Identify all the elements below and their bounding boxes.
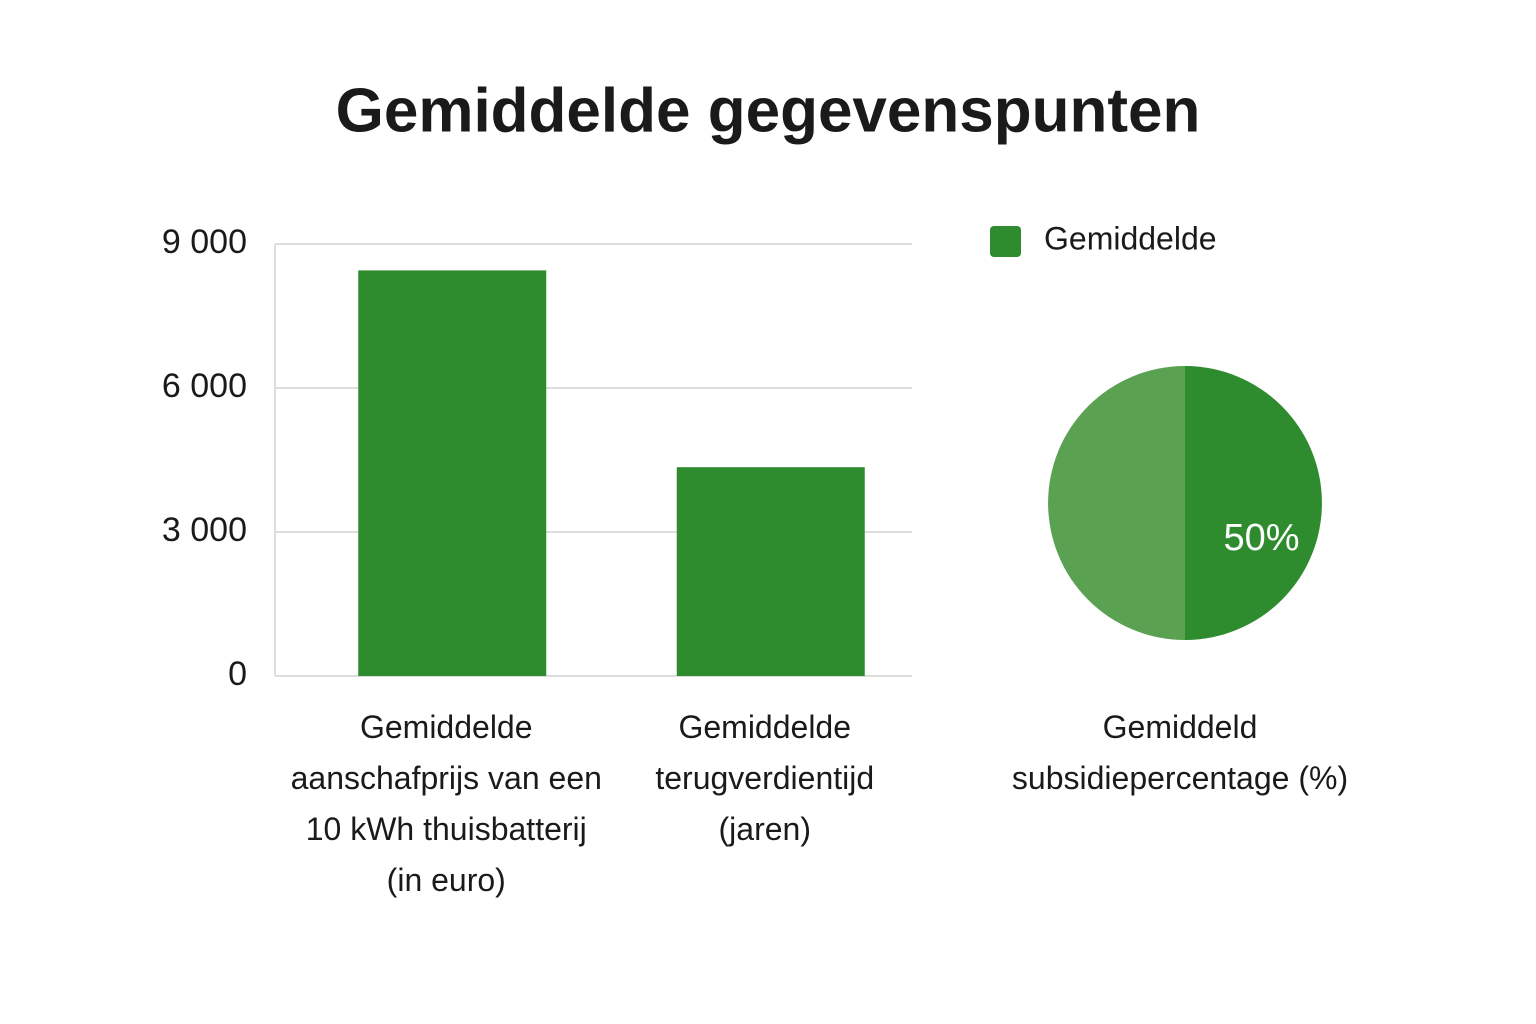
x-tick-label: Gemiddelde terugverdientijd (jaren) — [655, 709, 875, 847]
y-tick-label: 9 000 — [162, 223, 247, 261]
y-tick-label: 0 — [228, 655, 247, 693]
bar — [358, 270, 547, 676]
chart-title: Gemiddelde gegevenspunten — [336, 76, 1201, 145]
y-tick-label: 6 000 — [162, 367, 247, 405]
bar — [676, 467, 865, 676]
x-tick-label: Gemiddelde aanschafprijs van een 10 kWh … — [290, 709, 602, 898]
legend-swatch — [990, 226, 1021, 257]
pie-category-label: Gemiddeld subsidiepercentage (%) — [1011, 709, 1349, 796]
legend-label: Gemiddelde — [1044, 220, 1217, 256]
pie-slice — [1048, 366, 1185, 640]
value-label: 50% — [1223, 517, 1299, 559]
pie-slice — [1185, 366, 1322, 640]
y-tick-label: 3 000 — [162, 511, 247, 549]
